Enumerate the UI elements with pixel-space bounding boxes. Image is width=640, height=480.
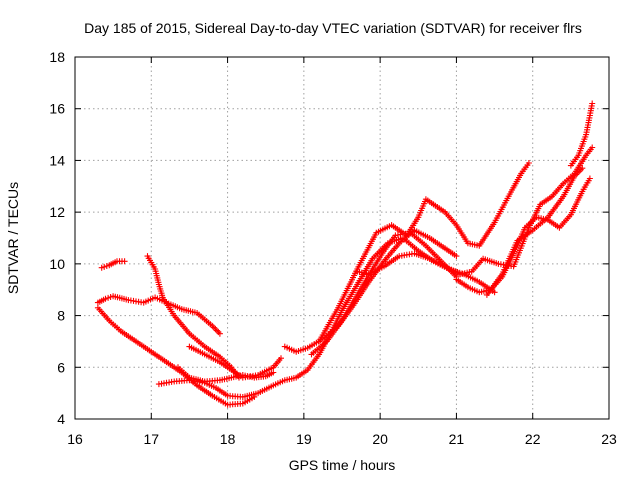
grid [75,57,609,419]
series-markers [98,258,128,271]
y-tick-label: 4 [57,411,65,427]
x-tick-label: 16 [67,431,83,447]
data-series-prn-d [144,253,242,381]
data-series-prn-k [354,144,596,278]
series-markers [354,144,596,278]
chart-title: Day 185 of 2015, Sidereal Day-to-day VTE… [84,20,582,36]
data-series-prn-g [186,343,284,381]
x-tick-label: 18 [220,431,236,447]
y-tick-label: 16 [49,101,65,117]
axes-ticks [74,56,610,420]
x-tick-label: 17 [143,431,159,447]
y-tick-label: 18 [49,49,65,65]
data-series-prn-j [316,160,532,345]
x-tick-label: 19 [296,431,312,447]
x-tick-label: 21 [449,431,465,447]
y-tick-label: 12 [49,204,65,220]
y-axis-label: SDTVAR / TECUs [5,182,21,294]
y-tick-label: 8 [57,308,65,324]
data-series-prn-n [567,100,596,169]
y-tick-label: 10 [49,256,65,272]
plot-area [94,100,596,408]
series-markers [483,165,586,298]
data-series-prn-i [308,229,460,358]
x-tick-label: 22 [525,431,541,447]
data-series-prn-f [175,364,277,385]
tick-labels: 16 17 18 19 20 21 22 23 4 6 8 10 12 14 16 18 [49,49,617,447]
x-axis-label: GPS time / hours [289,457,396,473]
y-tick-label: 14 [49,152,65,168]
x-tick-label: 20 [372,431,388,447]
series-markers [144,253,242,381]
data-series-prn-m [483,165,586,298]
series-markers [567,100,596,169]
y-tick-label: 6 [57,359,65,375]
data-series-prn-b [94,293,223,337]
data-series-prn-a [98,258,128,271]
plot-frame [74,56,610,420]
series-markers [186,343,284,381]
x-tick-label: 23 [601,431,617,447]
series-markers [94,293,223,337]
